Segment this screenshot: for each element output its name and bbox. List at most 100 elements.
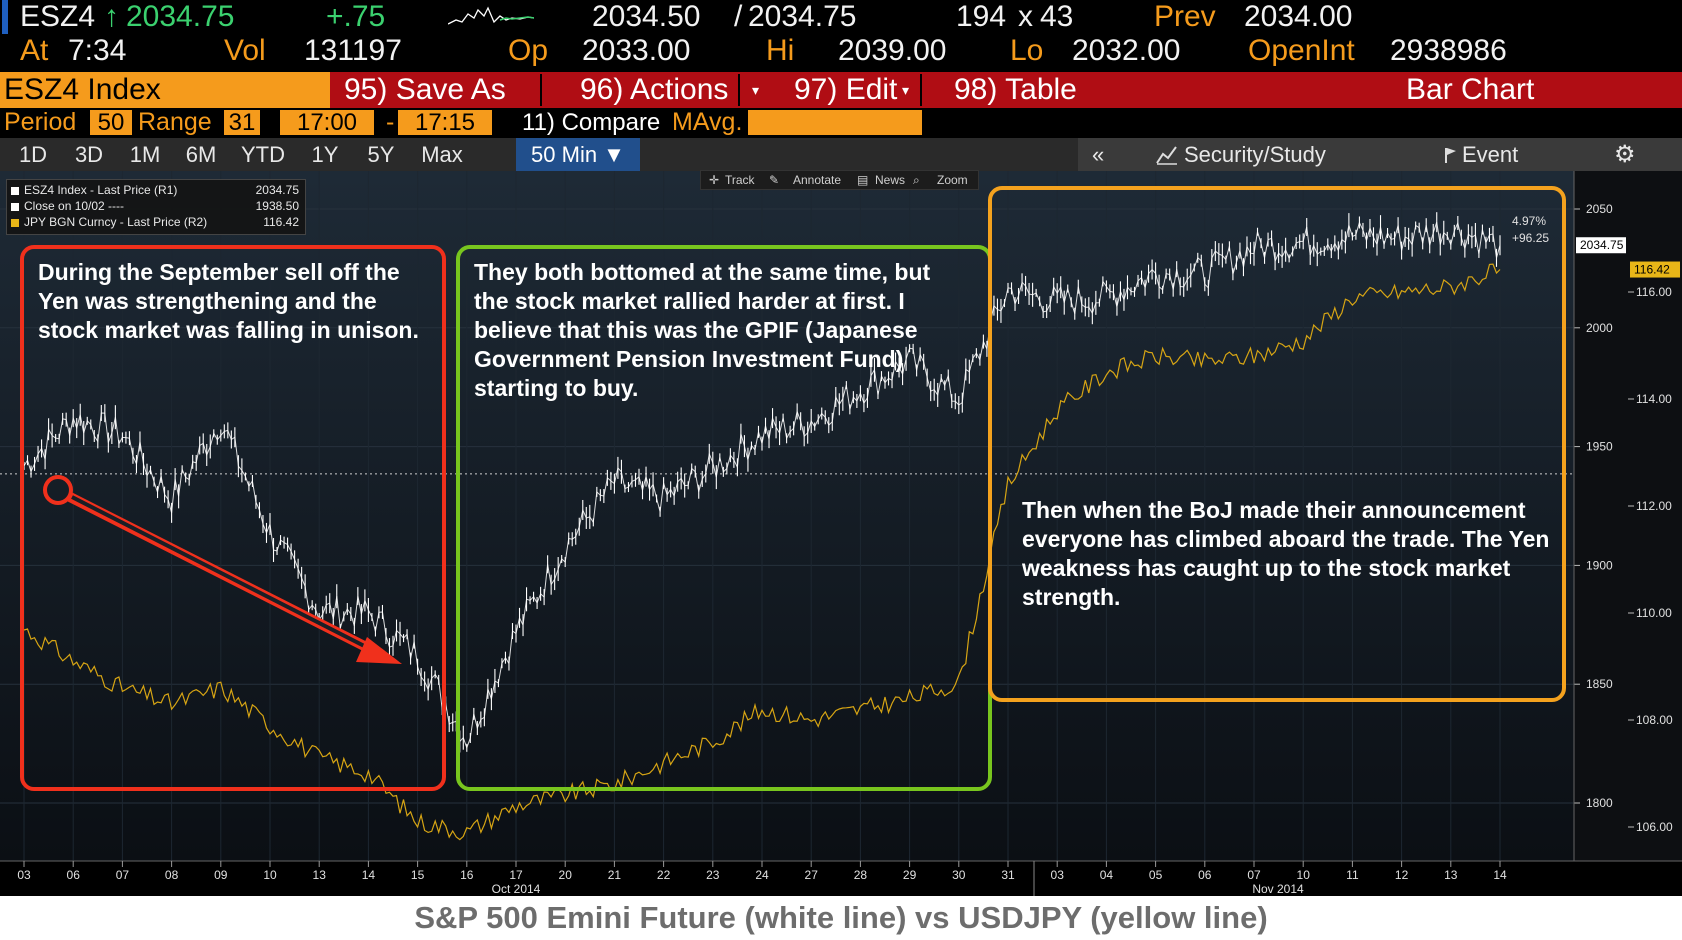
x-tick-label: 15: [411, 868, 425, 882]
chart-side-toolbar: « Security/Study Event ⚙: [1078, 138, 1682, 171]
tab-max[interactable]: Max: [421, 142, 463, 167]
chart-legend: ESZ4 Index - Last Price (R1) 2034.75 Clo…: [6, 179, 306, 235]
x-tick-label: 14: [362, 868, 376, 882]
x-tick-label: 31: [1001, 868, 1015, 882]
bid-ask-separator: /: [734, 0, 743, 33]
edit-dropdown-icon[interactable]: ▾: [902, 82, 910, 98]
event-button[interactable]: Event: [1462, 142, 1519, 167]
mavg-field[interactable]: [748, 110, 922, 135]
prev-close: 2034.00: [1244, 0, 1353, 33]
end-time-input[interactable]: 17:15: [398, 110, 492, 135]
security-field[interactable]: ESZ4 Index: [0, 72, 330, 108]
current-price-plate: [1576, 237, 1626, 254]
x-tick-label: 07: [116, 868, 130, 882]
collapse-icon[interactable]: «: [1092, 142, 1105, 167]
legend-value: 2034.75: [255, 183, 299, 197]
uptick-icon: ↑: [104, 0, 119, 33]
chart-parameters: Period 50 Range 31 17:00 - 17:15 11) Com…: [0, 108, 1682, 137]
vol-label: Vol: [224, 34, 266, 67]
gear-icon[interactable]: ⚙: [1614, 141, 1636, 168]
y-right-tick-label: 1800: [1586, 796, 1613, 810]
news-icon: ▤: [857, 173, 869, 187]
tab-3d[interactable]: 3D: [74, 142, 104, 167]
current-jpy-plate: [1630, 261, 1680, 278]
x-tick-label: 21: [608, 868, 622, 882]
x-tick-label: 12: [1395, 868, 1409, 882]
tab-1m[interactable]: 1M: [129, 142, 161, 167]
zoom-button[interactable]: Zoom: [937, 173, 968, 187]
x-axis-background: [0, 861, 1682, 896]
time-range-dash: -: [386, 108, 395, 136]
bid-size: 194: [956, 0, 1007, 33]
y-r2-tick-label: 112.00: [1636, 499, 1672, 513]
sparkline-icon: [448, 6, 534, 25]
price-chart[interactable]: 2050 2000 1950 1900 1850 1800 116.00 114.00 112.…: [0, 171, 1682, 896]
net-change: +.75: [326, 0, 386, 33]
annotate-icon: ✎: [769, 173, 780, 187]
x-tick-label: 16: [460, 868, 474, 882]
x-month-label: Oct 2014: [492, 882, 541, 896]
at-label: At: [20, 34, 49, 67]
event-flag-icon: [1445, 148, 1456, 163]
chart-type-label[interactable]: Bar Chart: [1406, 73, 1535, 106]
compare-button[interactable]: 11) Compare: [522, 109, 661, 136]
actions-button[interactable]: 96) Actions: [580, 73, 729, 106]
start-time-input[interactable]: 17:00: [280, 110, 374, 135]
period-input[interactable]: 50: [90, 110, 132, 135]
tab-1y[interactable]: 1Y: [311, 142, 339, 167]
mavg-label[interactable]: MAvg.: [672, 108, 743, 136]
volume: 131197: [304, 34, 402, 67]
x-tick-label: 03: [1051, 868, 1065, 882]
ask-size: 43: [1040, 0, 1074, 33]
save-as-button[interactable]: 95) Save As: [344, 73, 506, 106]
size-separator: x: [1018, 0, 1033, 33]
arrow-head-icon: [356, 637, 402, 664]
y-r2-tick-label: 114.00: [1636, 392, 1672, 406]
news-button[interactable]: News: [875, 173, 906, 187]
y-right-tick-label: 1850: [1586, 677, 1613, 691]
ask-price: 2034.75: [748, 0, 857, 33]
high-price: 2039.00: [838, 34, 947, 67]
legend-swatch: [11, 218, 19, 227]
edit-button[interactable]: 97) Edit: [794, 73, 898, 106]
security-study-button[interactable]: Security/Study: [1184, 142, 1326, 167]
annotate-button[interactable]: Annotate: [793, 173, 842, 187]
range-input[interactable]: 31: [224, 110, 260, 135]
last-price: 2034.75: [126, 0, 235, 33]
x-tick-label: 10: [1297, 868, 1311, 882]
table-button[interactable]: 98) Table: [954, 73, 1077, 106]
x-tick-label: 20: [559, 868, 573, 882]
x-tick-label: 30: [952, 868, 966, 882]
x-tick-label: 08: [165, 868, 179, 882]
jpy-price-line: [23, 263, 1501, 841]
tab-6m[interactable]: 6M: [185, 142, 217, 167]
tab-1d[interactable]: 1D: [18, 142, 48, 167]
y-r2-tick-label: 116.00: [1636, 285, 1672, 299]
x-tick-label: 24: [755, 868, 769, 882]
x-tick-label: 06: [67, 868, 81, 882]
actions-dropdown-icon[interactable]: ▾: [752, 82, 760, 98]
annotation-bottom: They both bottomed at the same time, but…: [474, 259, 931, 401]
track-button[interactable]: Track: [725, 173, 755, 187]
legend-label: JPY BGN Curncy - Last Price (R2): [24, 215, 208, 229]
tab-ytd[interactable]: YTD: [241, 142, 285, 167]
y-right-tick-label: 2000: [1586, 321, 1613, 335]
x-tick-label: 14: [1493, 868, 1507, 882]
range-label: Range: [138, 108, 212, 136]
open-price: 2033.00: [582, 34, 691, 67]
chart-study-icon: [1156, 146, 1177, 165]
date-range-tabs: 1D 3D 1M 6M YTD 1Y 5Y Max 50 Min ▼ « Sec…: [0, 138, 1682, 171]
annotation-boj: Then when the BoJ made their announcemen…: [1022, 497, 1550, 610]
x-tick-label: 28: [854, 868, 868, 882]
quote-line-1: ESZ4 ↑ 2034.75 +.75 2034.50 / 2034.75 19…: [0, 0, 1682, 34]
toolbar-divider: [540, 74, 542, 106]
y-r2-tick-label: 108.00: [1636, 713, 1673, 727]
legend-swatch: [11, 202, 19, 211]
open-label: Op: [508, 34, 549, 67]
low-price: 2032.00: [1072, 34, 1181, 67]
tab-5y[interactable]: 5Y: [367, 142, 395, 167]
y-right-tick-label: 1950: [1586, 440, 1613, 454]
x-tick-label: 13: [313, 868, 327, 882]
tab-interval[interactable]: 50 Min ▼: [516, 138, 640, 171]
x-tick-label: 17: [509, 868, 523, 882]
